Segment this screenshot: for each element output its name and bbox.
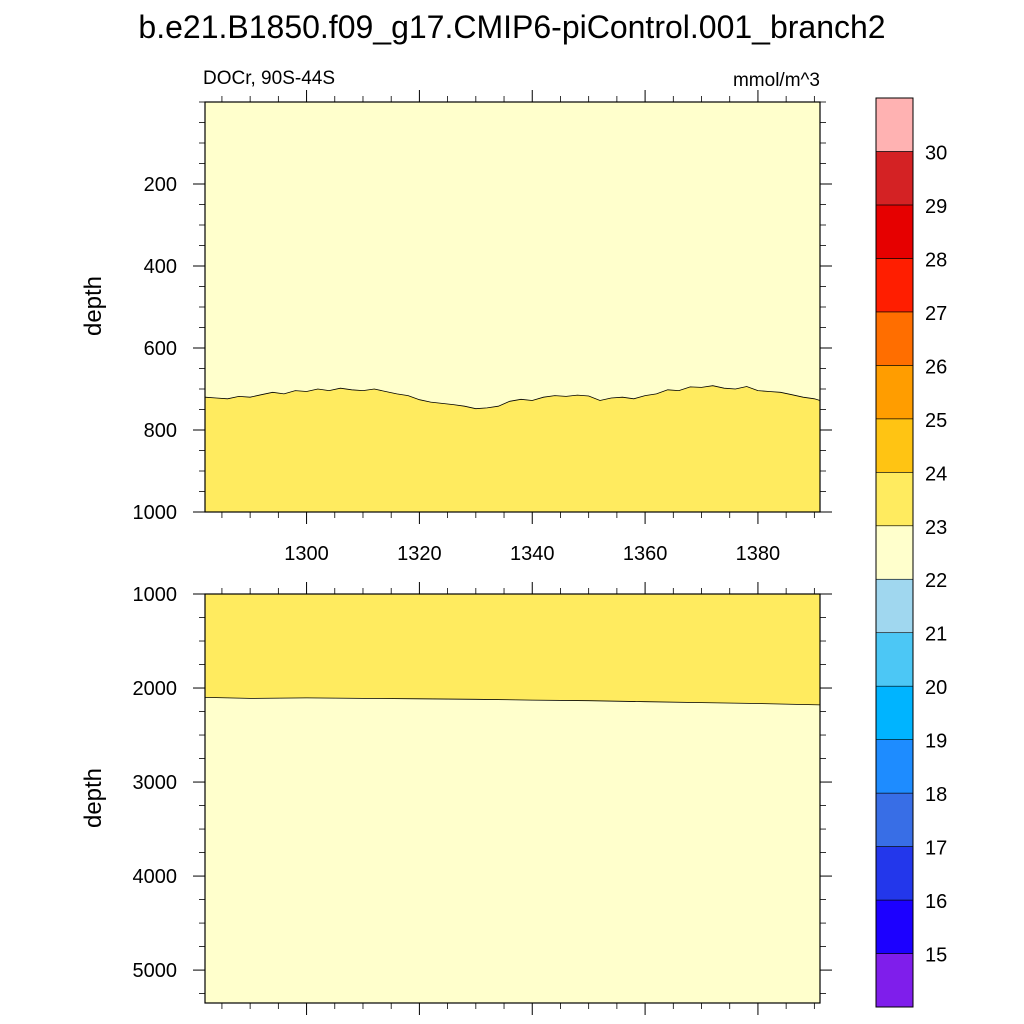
colorbar-swatch	[875, 739, 914, 794]
colorbar-label: 19	[925, 731, 947, 753]
colorbar-swatch	[875, 97, 914, 152]
x-tick-label: 1300	[284, 543, 329, 565]
y-axis-label: depth	[80, 276, 107, 336]
x-tick-label: 1360	[623, 543, 668, 565]
y-tick-label: 5000	[133, 960, 178, 982]
colorbar-label: 29	[925, 196, 947, 218]
lower-panel: 1000 2000 3000 4000 5000 depth	[80, 582, 832, 1015]
colorbar-label: 27	[925, 303, 947, 325]
colorbar-swatch	[875, 953, 914, 1008]
contour-line-23	[204, 697, 821, 706]
colorbar-swatch	[875, 632, 914, 687]
x-tick-label: 1320	[397, 543, 442, 565]
y-tick-label: 1000	[133, 584, 178, 606]
plot-frame	[204, 593, 821, 1004]
colorbar-label: 26	[925, 356, 947, 378]
band-22-23	[205, 697, 820, 1003]
colorbar-label: 18	[925, 784, 947, 806]
x-tick-label: 1380	[736, 543, 781, 565]
upper-panel: 200 400 600 800 1000 1300 1320 1340 1360 1380 dept…	[80, 90, 832, 565]
colorbar-swatch	[875, 151, 914, 206]
colorbar-swatch	[875, 258, 914, 313]
band-23-24	[205, 385, 820, 512]
colorbar-label: 21	[925, 624, 947, 646]
y-axis-label: depth	[80, 768, 107, 828]
colorbar-swatch	[875, 365, 914, 420]
colorbar-label: 22	[925, 570, 947, 592]
colorbar-swatch	[875, 471, 914, 527]
colorbar-swatch	[875, 685, 914, 740]
colorbar-swatch	[875, 204, 914, 259]
y-tick-label: 200	[144, 174, 177, 196]
colorbar-label: 30	[925, 142, 947, 164]
y-tick-label: 800	[144, 420, 177, 442]
colorbar-label: 24	[925, 463, 947, 485]
colorbar-label: 15	[925, 945, 947, 967]
colorbar-label: 23	[925, 517, 947, 539]
contour-line-23	[204, 385, 821, 410]
colorbar-swatch	[875, 418, 914, 473]
colorbar-swatch	[875, 846, 914, 901]
colorbar-swatch	[875, 578, 914, 634]
colorbar-swatch	[875, 311, 914, 366]
colorbar-swatch	[875, 792, 914, 847]
units-label: mmol/m^3	[733, 70, 820, 91]
colorbar-label: 17	[925, 838, 947, 860]
colorbar: 15 16 17 18 19 20 21 22 23 24 25 26 27 28 29 30	[875, 97, 947, 1008]
variable-label: DOCr, 90S-44S	[203, 68, 335, 89]
chart-title: b.e21.B1850.f09_g17.CMIP6-piControl.001_…	[138, 9, 885, 45]
y-tick-label: 3000	[133, 772, 178, 794]
y-tick-label: 600	[144, 338, 177, 360]
colorbar-frame	[875, 97, 914, 1008]
colorbar-swatch	[875, 899, 914, 954]
y-tick-label: 1000	[133, 502, 178, 524]
y-tick-label: 2000	[133, 678, 178, 700]
colorbar-swatch	[875, 525, 914, 580]
y-tick-label: 4000	[133, 866, 178, 888]
y-tick-label: 400	[144, 256, 177, 278]
colorbar-label: 20	[925, 677, 947, 699]
colorbar-label: 28	[925, 249, 947, 271]
colorbar-label: 25	[925, 410, 947, 432]
x-tick-label: 1340	[510, 543, 555, 565]
colorbar-label: 16	[925, 891, 947, 913]
